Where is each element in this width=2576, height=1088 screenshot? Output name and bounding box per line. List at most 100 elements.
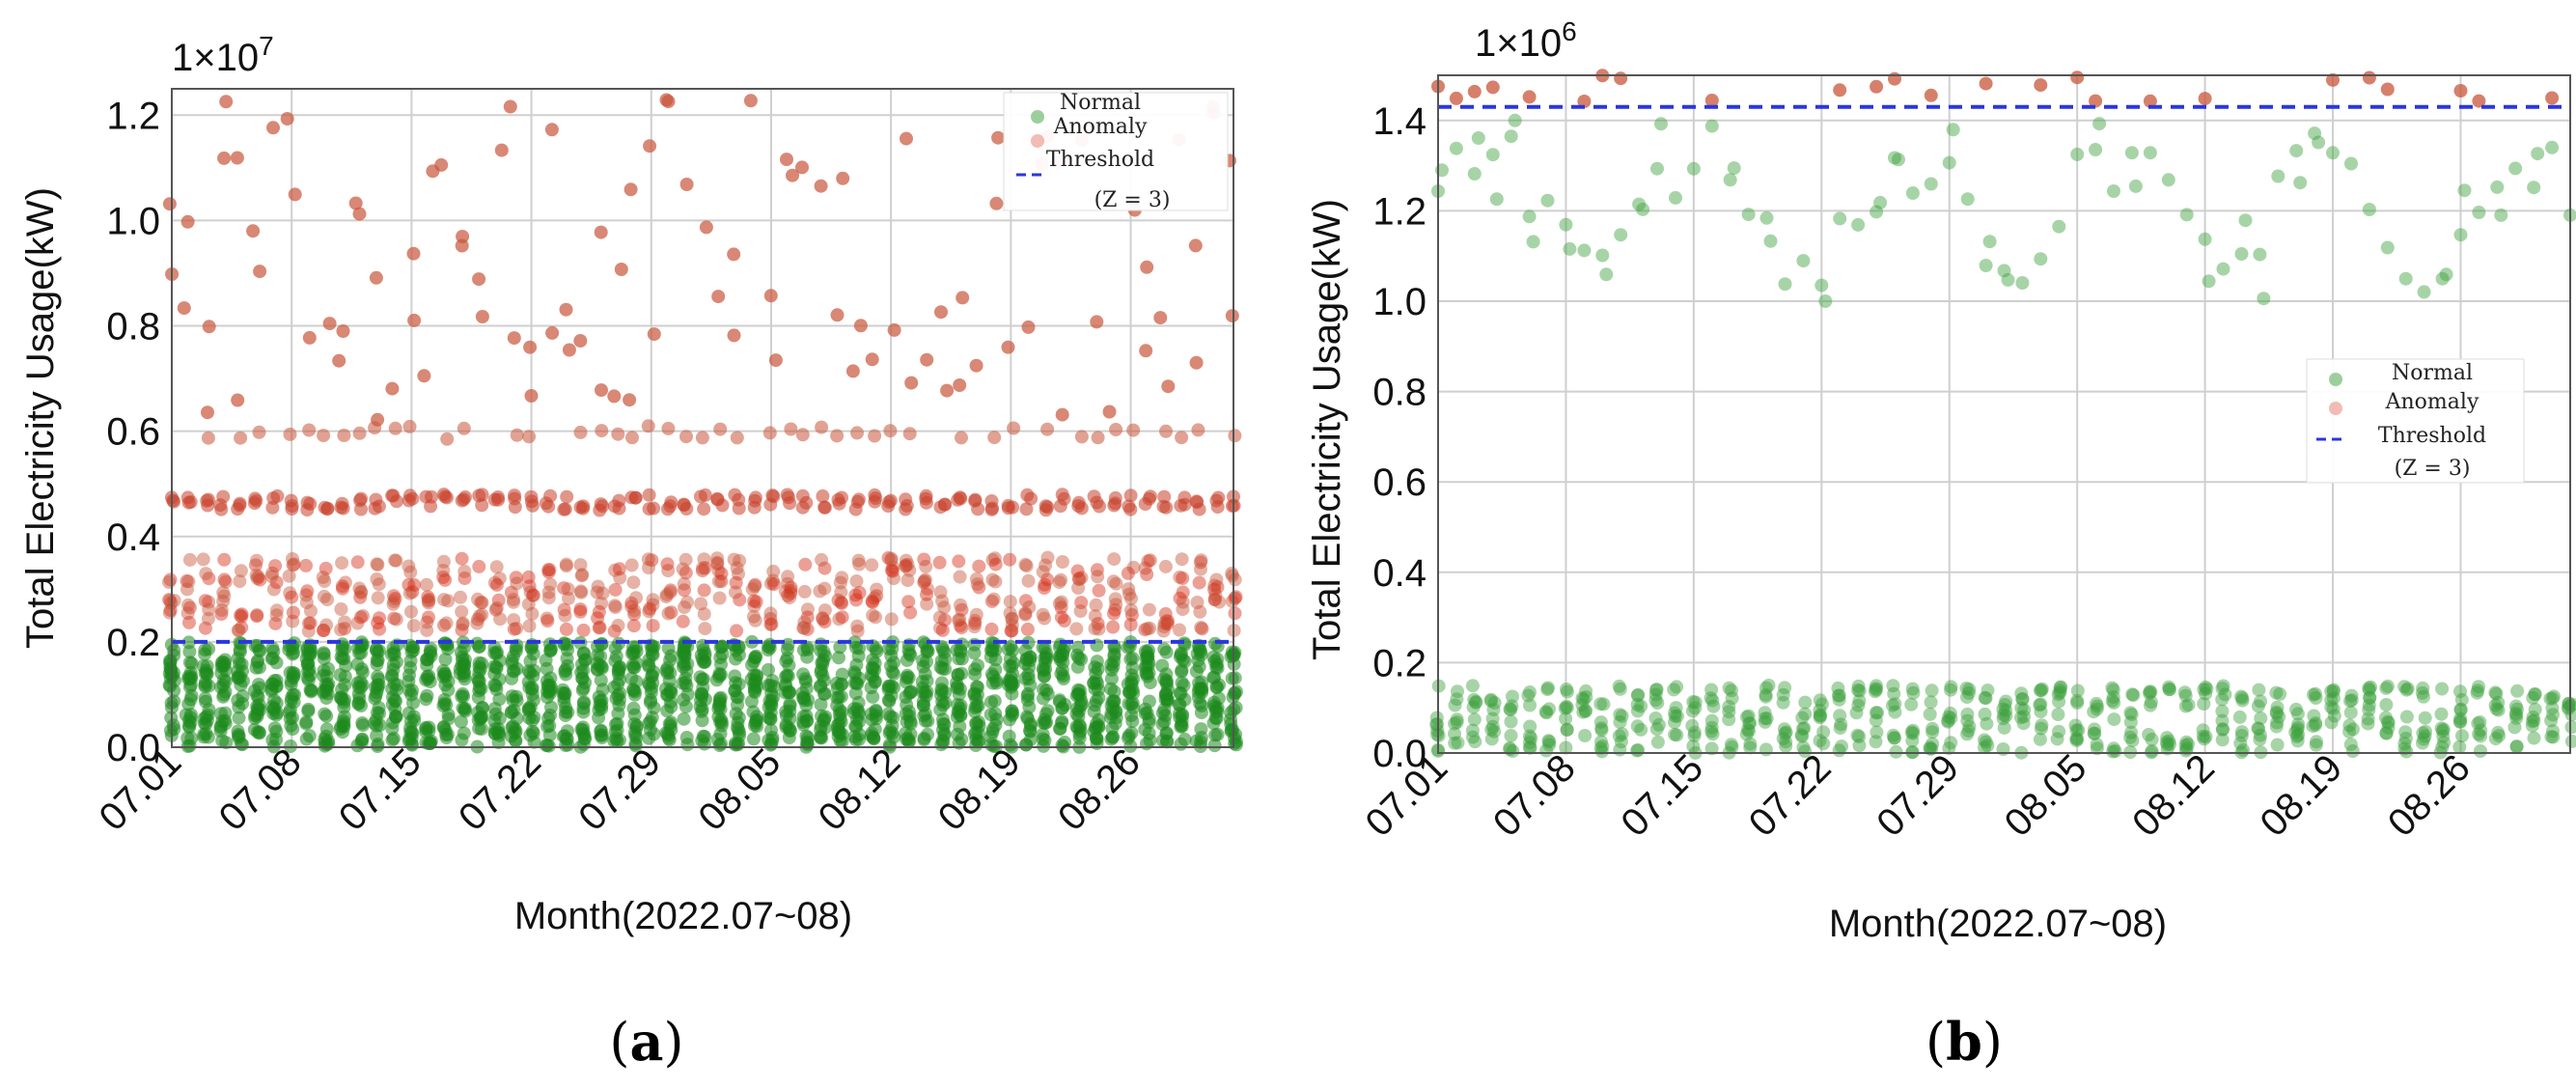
normal-point <box>218 656 232 671</box>
anomaly-point <box>300 584 315 599</box>
panel-b-legend-note: (Z = 3) <box>2395 457 2471 481</box>
anomaly-point <box>1091 570 1105 584</box>
normal-point <box>303 648 318 662</box>
normal-point <box>2234 729 2249 742</box>
normal-point <box>1852 730 1867 743</box>
anomaly-point <box>507 595 520 609</box>
anomaly-point <box>319 618 334 632</box>
anomaly-point <box>201 611 215 626</box>
anomaly-point <box>541 591 556 605</box>
anomaly-point <box>780 153 793 167</box>
anomaly-point <box>2362 70 2376 85</box>
normal-point <box>660 704 675 718</box>
anomaly-point <box>781 570 795 584</box>
normal-point <box>900 653 914 667</box>
b-x-tick-label: 07.08 <box>1485 746 1584 845</box>
anomaly-point <box>594 225 608 239</box>
normal-point <box>2125 734 2140 748</box>
normal-point <box>526 647 540 661</box>
anomaly-point <box>544 123 559 137</box>
anomaly-point <box>851 553 866 568</box>
normal-point <box>1649 683 1663 697</box>
normal-point <box>1869 735 1883 749</box>
normal-point <box>1523 736 1537 750</box>
normal-point <box>2290 720 2305 735</box>
anomaly-point <box>607 389 622 404</box>
normal-point <box>2379 711 2393 725</box>
anomaly-point <box>2034 78 2048 93</box>
normal-point <box>746 705 761 719</box>
panel-b-legend: Normal Anomaly Threshold (Z = 3) <box>2306 358 2525 484</box>
anomaly-point <box>354 502 368 516</box>
anomaly-point <box>320 501 335 516</box>
normal-point <box>539 653 553 667</box>
anomaly-point <box>302 616 317 630</box>
anomaly-point <box>884 563 899 577</box>
normal-point <box>971 699 985 712</box>
normal-point <box>1143 676 1157 690</box>
anomaly-point <box>1190 596 1205 609</box>
normal-point <box>629 675 644 688</box>
anomaly-point <box>614 263 628 276</box>
anomaly-point <box>1052 575 1066 590</box>
normal-point <box>916 659 930 674</box>
normal-point <box>1485 711 1500 726</box>
normal-point <box>1210 705 1225 718</box>
normal-point <box>1631 687 1646 702</box>
anomaly-point <box>1091 431 1105 445</box>
anomaly-point <box>200 493 214 508</box>
normal-point <box>1869 713 1883 728</box>
a-x-tick-label: 07.29 <box>570 740 669 839</box>
anomaly-point <box>421 590 435 604</box>
normal-point <box>1723 173 1737 187</box>
panel-a-y-axis-label: Total Electricity Usage(kW) <box>19 187 62 649</box>
normal-point <box>2528 687 2542 701</box>
normal-point <box>1538 705 1553 719</box>
anomaly-point <box>218 574 233 589</box>
normal-point <box>2033 732 2047 746</box>
normal-point <box>1465 723 1480 738</box>
normal-point <box>1466 730 1480 744</box>
anomaly-point <box>920 581 934 596</box>
anomaly-point <box>956 291 970 305</box>
normal-point <box>2453 703 2468 717</box>
anomaly-point <box>2472 94 2486 108</box>
normal-point <box>1686 695 1701 709</box>
anomaly-point <box>729 585 742 600</box>
normal-point <box>2547 689 2561 704</box>
normal-point <box>389 655 403 669</box>
normal-point <box>543 671 558 685</box>
normal-point <box>1019 738 1034 752</box>
normal-point <box>1687 725 1702 739</box>
normal-point <box>1002 729 1016 743</box>
anomaly-point <box>834 595 848 609</box>
anomaly-point <box>1228 572 1242 587</box>
anomaly-point <box>1109 423 1123 436</box>
anomaly-point <box>372 577 386 592</box>
normal-point <box>353 675 368 689</box>
normal-point <box>1559 740 1573 755</box>
anomaly-point <box>677 576 691 591</box>
anomaly-point <box>867 591 881 605</box>
normal-point <box>2088 726 2102 740</box>
anomaly-point <box>335 496 349 511</box>
anomaly-point <box>748 613 762 628</box>
normal-point <box>1892 153 1905 167</box>
anomaly-point <box>406 619 421 633</box>
normal-point <box>1942 710 1956 724</box>
anomaly-point <box>612 501 626 516</box>
normal-point <box>1090 655 1104 669</box>
anomaly-point <box>402 419 417 433</box>
anomaly-point <box>817 561 832 575</box>
normal-point <box>2235 691 2250 706</box>
normal-point <box>2202 274 2216 289</box>
normal-point <box>1209 680 1224 694</box>
anomaly-point <box>747 579 762 594</box>
anomaly-point <box>985 572 1000 587</box>
normal-point <box>868 656 882 670</box>
normal-point <box>2088 722 2102 737</box>
anomaly-point <box>832 496 846 511</box>
normal-point <box>1224 724 1238 739</box>
anomaly-point <box>283 427 297 441</box>
panel-b-legend-anomaly: Anomaly <box>2385 390 2479 414</box>
